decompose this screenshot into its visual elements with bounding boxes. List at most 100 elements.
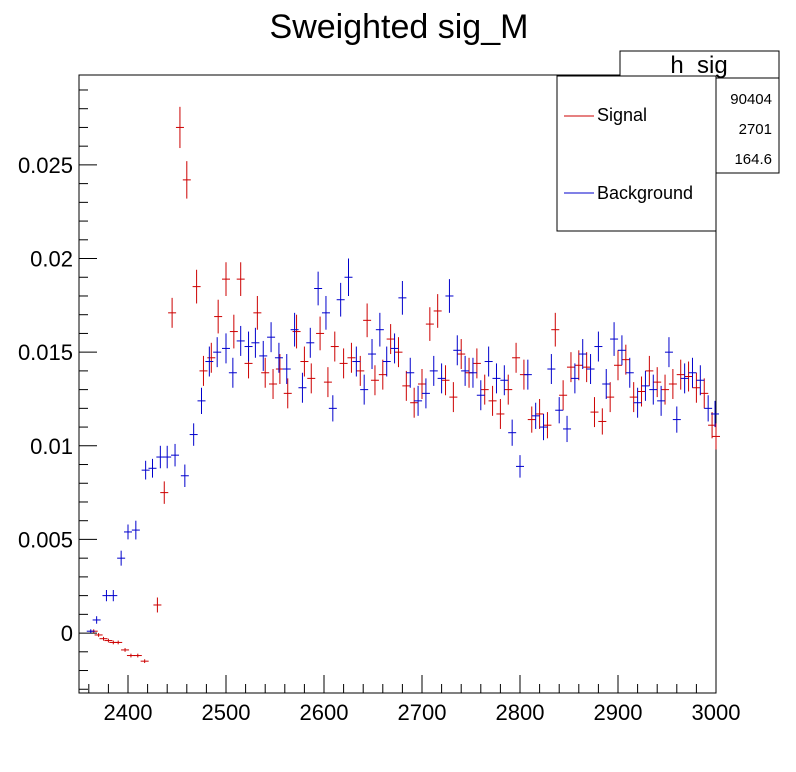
signal-point [512,342,521,373]
signal-point [629,382,638,413]
signal-point [114,640,123,645]
background-point [197,387,206,414]
signal-point [140,659,149,664]
signal-point [410,387,419,418]
signal-point [441,365,450,396]
signal-point [433,294,442,328]
signal-point [261,357,270,388]
signal-point [394,337,403,368]
signal-point [504,374,513,405]
signal-point [676,359,685,390]
signal-point [323,367,332,398]
y-tick-label: 0.02 [30,247,73,272]
background-point [508,419,517,446]
data-markers [86,106,720,664]
signal-point [339,348,348,379]
signal-point [488,385,497,416]
background-point [148,458,157,478]
background-point [602,369,611,399]
signal-point [700,378,709,409]
signal-point [559,380,568,411]
background-point [484,346,493,377]
plot-frame [78,74,717,694]
signal-point [370,365,379,396]
signal-point [175,106,184,149]
signal-point [684,361,693,392]
background-point [244,331,253,362]
background-point [141,460,150,480]
y-tick-label: 0.025 [18,153,73,178]
background-point [429,355,438,386]
background-point [314,271,323,306]
background-point [213,337,222,368]
background-point [290,312,299,347]
x-tick-label: 2400 [104,700,153,725]
signal-point [99,636,108,641]
background-point [421,378,430,409]
background-point [171,443,180,467]
background-point [563,415,572,443]
background-point [222,333,230,364]
background-point [453,335,462,366]
signal-point [182,161,191,199]
background-point [117,550,126,566]
background-point [236,325,245,356]
signal-point [153,597,162,613]
y-tick-label: 0.005 [18,527,73,552]
signal-point [168,297,177,328]
background-point [657,385,666,416]
signal-point [283,378,292,409]
background-point [86,629,95,634]
background-point [680,363,689,394]
background-point [641,370,650,401]
signal-point [330,331,339,362]
background-point [492,363,501,394]
signal-point [300,346,309,377]
background-point [228,357,237,388]
x-tick-label: 2800 [496,700,545,725]
background-point [163,445,172,469]
background-point [360,374,369,405]
background-point [461,355,470,386]
background-point [274,342,283,373]
legend-label-background: Background [597,183,693,203]
signal-point [653,367,662,398]
y-tick-label: 0 [61,621,73,646]
x-tick-label: 2500 [202,700,251,725]
signal-point [566,352,575,383]
background-point [672,406,681,433]
background-point [156,445,165,469]
signal-point [214,299,223,334]
background-point [298,372,307,403]
background-point [500,365,509,396]
legend-label-signal: Signal [597,105,647,125]
signal-point [614,350,622,381]
signal-point [275,354,284,384]
background-point [711,400,720,428]
signal-point [253,295,262,330]
background-point [516,455,524,478]
signal-point [425,307,434,341]
background-point [406,357,415,388]
background-point [696,365,705,396]
signal-point [480,374,489,405]
legend-frame [556,75,717,232]
background-point [704,395,713,422]
x-tick-label: 2600 [300,700,349,725]
signal-point [668,369,677,399]
x-tick-label: 2700 [398,700,447,725]
background-point [594,331,603,362]
background-point [586,354,595,384]
signal-point [363,303,372,338]
stats-value-mean: 2701 [739,121,772,138]
background-point [539,413,548,441]
signal-point [645,355,654,386]
signal-point [496,398,505,429]
signal-point [457,339,466,370]
background-point [336,282,345,317]
background-point [189,423,198,446]
signal-point [378,359,387,390]
signal-point [606,382,615,413]
stats-box-title: h_sig [670,52,727,79]
